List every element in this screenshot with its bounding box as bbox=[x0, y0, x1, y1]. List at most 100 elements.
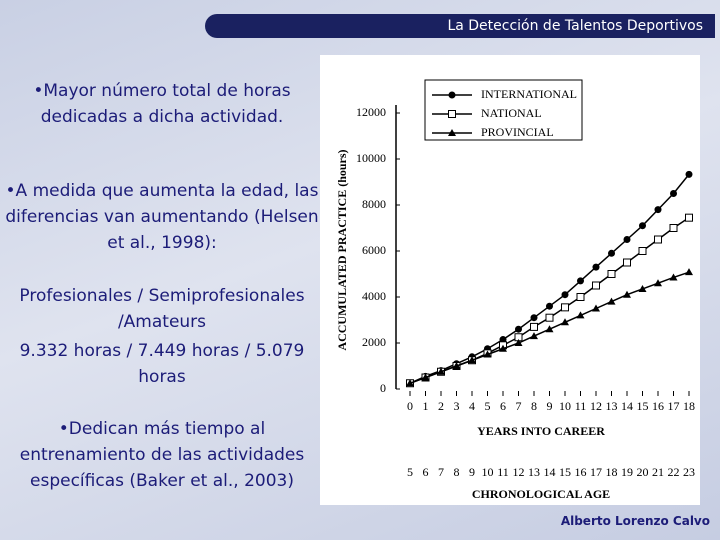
legend-box bbox=[424, 79, 583, 141]
marker bbox=[685, 170, 693, 178]
marker bbox=[514, 339, 523, 346]
marker bbox=[452, 362, 461, 369]
marker bbox=[561, 318, 569, 326]
marker bbox=[468, 356, 476, 364]
marker bbox=[421, 373, 430, 381]
x-tick-label: 14 bbox=[621, 399, 633, 413]
marker bbox=[448, 129, 456, 136]
marker bbox=[607, 270, 616, 278]
x2-tick-label: 21 bbox=[652, 465, 664, 479]
marker bbox=[592, 281, 600, 290]
x-tick-label: 17 bbox=[668, 399, 680, 413]
marker bbox=[669, 224, 678, 232]
y-tick-label: 8000 bbox=[362, 197, 386, 211]
marker bbox=[577, 277, 584, 285]
x-tick-label: 13 bbox=[606, 399, 618, 413]
x-tick-label: 3 bbox=[454, 399, 460, 413]
x2-tick-label: 20 bbox=[637, 465, 649, 479]
x-tick-label: 7 bbox=[516, 399, 522, 413]
bullet: Profesionales / Semiprofesionales /Amate… bbox=[19, 286, 305, 332]
x2-tick-label: 10 bbox=[482, 465, 494, 479]
x-tick-label: 10 bbox=[559, 399, 571, 413]
x-tick-label: 5 bbox=[485, 399, 491, 413]
y-tick-label: 4000 bbox=[362, 289, 386, 303]
y-axis-label: ACCUMULATED PRACTICE (hours) bbox=[335, 149, 349, 350]
x-tick-label: 18 bbox=[683, 399, 695, 413]
marker bbox=[685, 213, 693, 222]
x2-tick-label: 14 bbox=[544, 465, 556, 479]
x-tick-label: 12 bbox=[590, 399, 602, 413]
x2-tick-label: 23 bbox=[683, 465, 695, 479]
x-tick-label: 6 bbox=[500, 399, 506, 413]
marker bbox=[623, 290, 631, 298]
marker bbox=[448, 110, 456, 118]
x-tick-label: 9 bbox=[547, 399, 553, 413]
x-tick-label: 0 bbox=[407, 399, 413, 413]
x2-tick-label: 17 bbox=[590, 465, 602, 479]
x2-tick-label: 5 bbox=[407, 465, 413, 479]
marker bbox=[437, 367, 445, 375]
x-tick-label: 16 bbox=[652, 399, 664, 413]
marker bbox=[592, 263, 600, 271]
legend-label: NATIONAL bbox=[481, 106, 542, 120]
x-tick-label: 15 bbox=[637, 399, 649, 413]
marker bbox=[561, 291, 569, 299]
marker bbox=[623, 258, 631, 267]
marker bbox=[638, 284, 647, 292]
series-line bbox=[409, 217, 690, 384]
marker bbox=[546, 302, 553, 310]
x2-tick-label: 6 bbox=[423, 465, 429, 479]
series-line bbox=[409, 173, 690, 384]
legend-label: PROVINCIAL bbox=[481, 125, 554, 139]
x-axis-label: YEARS INTO CAREER bbox=[477, 424, 605, 438]
bullet: •Mayor número total de horas dedicadas a… bbox=[33, 81, 291, 127]
marker bbox=[448, 91, 456, 99]
x2-tick-label: 12 bbox=[513, 465, 525, 479]
marker bbox=[623, 236, 631, 243]
marker bbox=[654, 279, 662, 287]
chart-panel bbox=[320, 55, 700, 505]
marker bbox=[638, 247, 647, 255]
marker bbox=[530, 322, 538, 331]
y-tick-label: 6000 bbox=[362, 243, 386, 257]
legend-label: INTERNATIONAL bbox=[481, 87, 577, 101]
x2-tick-label: 16 bbox=[575, 465, 587, 479]
x2-tick-label: 8 bbox=[454, 465, 460, 479]
marker bbox=[669, 273, 678, 281]
marker bbox=[561, 303, 569, 312]
x-tick-label: 1 bbox=[423, 399, 429, 413]
marker bbox=[483, 350, 492, 358]
x2-tick-label: 18 bbox=[606, 465, 618, 479]
x-tick-label: 4 bbox=[469, 399, 475, 413]
marker bbox=[545, 313, 554, 322]
marker bbox=[639, 222, 646, 230]
marker bbox=[576, 293, 585, 301]
marker bbox=[654, 235, 662, 244]
x2-axis-label: CHRONOLOGICAL AGE bbox=[472, 487, 610, 501]
marker bbox=[530, 314, 538, 322]
header-title: La Detección de Talentos Deportivos bbox=[205, 14, 715, 38]
x2-tick-label: 15 bbox=[559, 465, 571, 479]
y-tick-label: 0 bbox=[380, 381, 386, 395]
marker bbox=[607, 297, 616, 305]
x2-tick-label: 9 bbox=[469, 465, 475, 479]
x2-tick-label: 7 bbox=[438, 465, 444, 479]
y-tick-label: 2000 bbox=[362, 335, 386, 349]
marker bbox=[530, 332, 538, 340]
marker bbox=[685, 268, 693, 276]
marker bbox=[576, 311, 585, 319]
marker bbox=[592, 304, 600, 312]
x2-tick-label: 11 bbox=[497, 465, 509, 479]
x-tick-label: 2 bbox=[438, 399, 444, 413]
y-tick-label: 10000 bbox=[356, 151, 386, 165]
x-tick-label: 8 bbox=[531, 399, 537, 413]
marker bbox=[654, 206, 662, 214]
bullet: 9.332 horas / 7.449 horas / 5.079 horas bbox=[19, 341, 305, 387]
y-tick-label: 12000 bbox=[356, 105, 386, 119]
marker bbox=[406, 379, 414, 387]
marker bbox=[499, 344, 507, 352]
x2-tick-label: 13 bbox=[528, 465, 540, 479]
x-tick-label: 11 bbox=[575, 399, 587, 413]
